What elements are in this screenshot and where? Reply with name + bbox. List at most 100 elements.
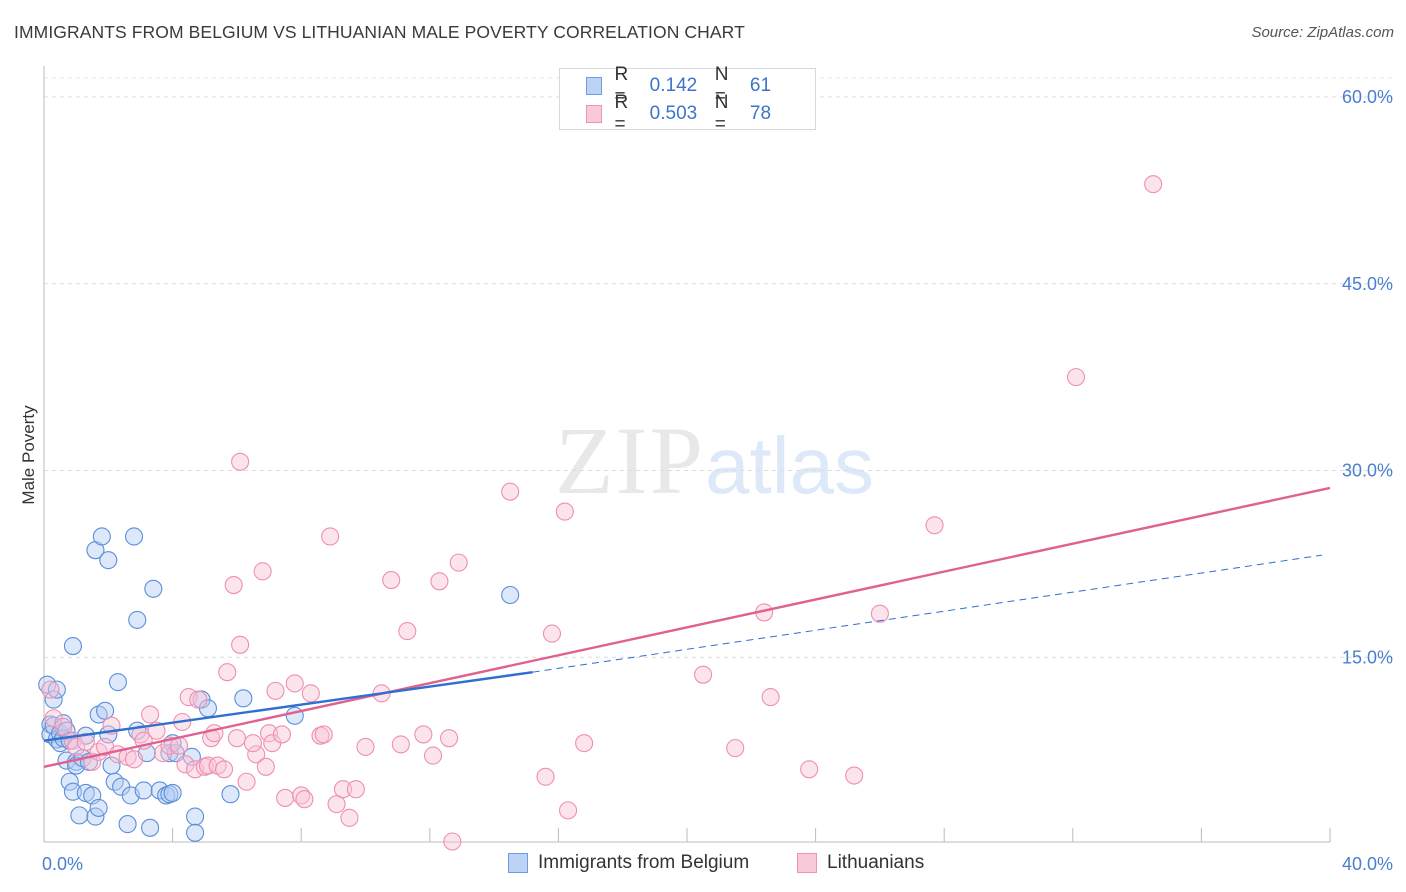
watermark-zip: ZIP [555,407,705,514]
point-belgium [70,806,89,825]
point-lithuanians [227,729,246,748]
legend-item-belgium[interactable]: Immigrants from Belgium [508,852,749,874]
legend-label-belgium: Immigrants from Belgium [538,852,750,873]
point-lithuanians [414,725,433,744]
point-lithuanians [54,717,73,737]
point-lithuanians [440,729,459,748]
point-lithuanians [153,744,173,763]
legend-swatch-lithuanians [797,853,817,873]
point-lithuanians [845,766,864,785]
point-belgium [234,689,253,708]
point-belgium [108,673,127,692]
legend-item-lithuanians[interactable]: Lithuanians [797,852,924,874]
point-lithuanians [726,739,745,758]
point-lithuanians [224,575,243,595]
point-belgium [160,744,179,763]
point-lithuanians [1066,368,1086,387]
point-lithuanians [205,724,224,743]
point-lithuanians [761,688,780,707]
point-lithuanians [333,780,353,799]
trend-lithuanians [43,486,1331,768]
point-belgium [63,636,82,656]
point-lithuanians [301,684,320,703]
legend-r-value: 0.503 [649,103,698,124]
point-belgium [285,706,304,725]
point-lithuanians [925,516,944,535]
point-belgium [38,675,57,694]
legend-r-label: R = [614,64,629,107]
point-lithuanians [558,801,578,820]
point-lithuanians [231,635,250,654]
point-lithuanians [256,757,275,776]
point-lithuanians [356,737,375,756]
point-belgium [96,701,115,720]
point-lithuanians [430,572,449,591]
point-lithuanians [501,482,520,501]
point-lithuanians [218,663,237,682]
point-lithuanians [327,795,346,814]
point-belgium [118,815,137,834]
point-belgium [144,579,163,598]
point-lithuanians [231,452,250,471]
gridlines [44,77,1395,658]
point-lithuanians [214,760,234,779]
points-lithuanians [41,175,1163,851]
point-lithuanians [67,737,86,756]
point-belgium [44,690,63,709]
point-belgium [134,781,153,800]
trend-belgium-extension [532,554,1323,673]
point-lithuanians [124,750,144,769]
tick-labels: 15.0% 30.0% 45.0% 60.0% 0.0% 40.0% [42,87,1393,874]
point-belgium [124,527,144,546]
point-lithuanians [295,790,314,809]
point-belgium [186,807,205,826]
point-lithuanians [259,724,279,743]
point-lithuanians [266,681,285,700]
source-note: Source: ZipAtlas.com [1251,24,1394,41]
y-tick-label: 30.0% [1342,461,1393,481]
point-belgium [60,772,79,791]
legend-label-lithuanians: Lithuanians [827,852,925,873]
point-lithuanians [276,788,295,807]
point-lithuanians [443,832,462,851]
point-belgium [47,680,66,699]
series-legend: Immigrants from Belgium Lithuanians [0,852,1406,878]
point-belgium [221,785,240,804]
y-tick-label: 15.0% [1342,647,1393,667]
point-lithuanians [800,760,819,779]
point-lithuanians [253,562,272,581]
point-belgium [186,823,205,842]
legend-swatch-belgium [586,77,603,95]
point-lithuanians [237,772,256,791]
point-lithuanians [346,780,365,799]
point-lithuanians [536,767,555,786]
point-belgium [163,783,182,803]
point-lithuanians [870,604,889,623]
point-lithuanians [314,725,333,744]
point-lithuanians [340,808,359,827]
legend-r-label: R = [614,92,629,135]
y-tick-label: 45.0% [1342,274,1393,294]
x-tick-label: 40.0% [1342,854,1393,874]
legend-stats: R = 0.142 N = 61 R = 0.503 N = 78 [559,64,816,135]
point-belgium [92,527,111,546]
legend-swatch-lithuanians [586,105,603,123]
legend-n-value: 78 [749,103,772,124]
point-lithuanians [575,734,594,753]
trend-belgium [43,671,533,742]
chart-title: IMMIGRANTS FROM BELGIUM VS LITHUANIAN MA… [14,22,745,42]
watermark: ZIPatlas [555,405,874,516]
point-lithuanians [321,527,340,546]
point-lithuanians [41,680,60,699]
point-belgium [63,782,82,801]
x-tick-label: 0.0% [42,854,83,874]
point-belgium [89,798,108,817]
point-lithuanians [243,734,263,753]
legend-row-lithuanians: R = 0.503 N = 78 [586,92,815,135]
trend-lines [43,486,1331,768]
point-lithuanians [1144,175,1163,194]
point-lithuanians [141,705,160,724]
y-axis-label: Male Poverty [19,405,38,505]
point-lithuanians [542,624,562,643]
